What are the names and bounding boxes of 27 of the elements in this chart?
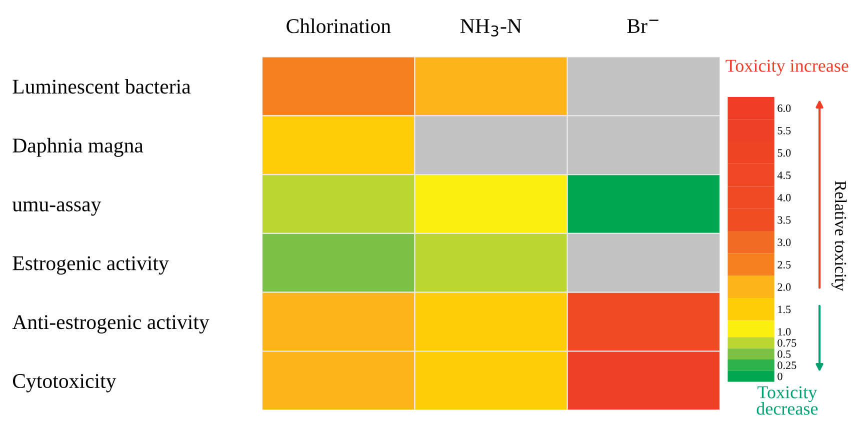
color-bar-label: 1.5: [778, 306, 791, 314]
text: Toxicity increase: [726, 60, 848, 76]
y-tick-label: Anti-estrogenic activity: [12, 315, 210, 334]
x-tick-label: Br$^{−}$: [627, 19, 658, 33]
x-tick-label: NH$_{3}$-N: [460, 19, 522, 36]
y-tick-label: umu-assay: [12, 201, 102, 216]
text: Toxicity decrease: [756, 386, 818, 415]
color-bar-label: 0.25: [778, 362, 796, 370]
color-bar-label: 0.75: [778, 339, 796, 347]
color-bar-title: Relative toxicity: [832, 180, 847, 292]
color-bar-label: 4.5: [777, 172, 791, 180]
y-tick-label: Estrogenic activity: [12, 256, 169, 275]
color-bar-label: 6.0: [778, 104, 791, 112]
color-bar-label: 3.0: [778, 238, 791, 246]
y-tick-label: Daphnia magna: [12, 138, 144, 157]
y-tick-label: Luminescent bacteria: [12, 79, 191, 94]
color-bar-label: 4.0: [777, 194, 791, 202]
y-tick-label: Cytotoxicity: [12, 374, 116, 392]
color-bar-label: 0.5: [778, 350, 791, 358]
color-bar-label: 1.0: [778, 328, 791, 336]
x-tick-label: Chlorination: [286, 18, 391, 34]
color-bar-label: 0: [778, 372, 782, 380]
color-bar-label: 5.5: [778, 126, 791, 134]
color-bar-label: 5.0: [778, 149, 791, 157]
color-bar-label: 2.0: [778, 283, 791, 291]
color-bar-label: 2.5: [778, 260, 791, 268]
color-bar-label: 3.5: [778, 216, 791, 224]
